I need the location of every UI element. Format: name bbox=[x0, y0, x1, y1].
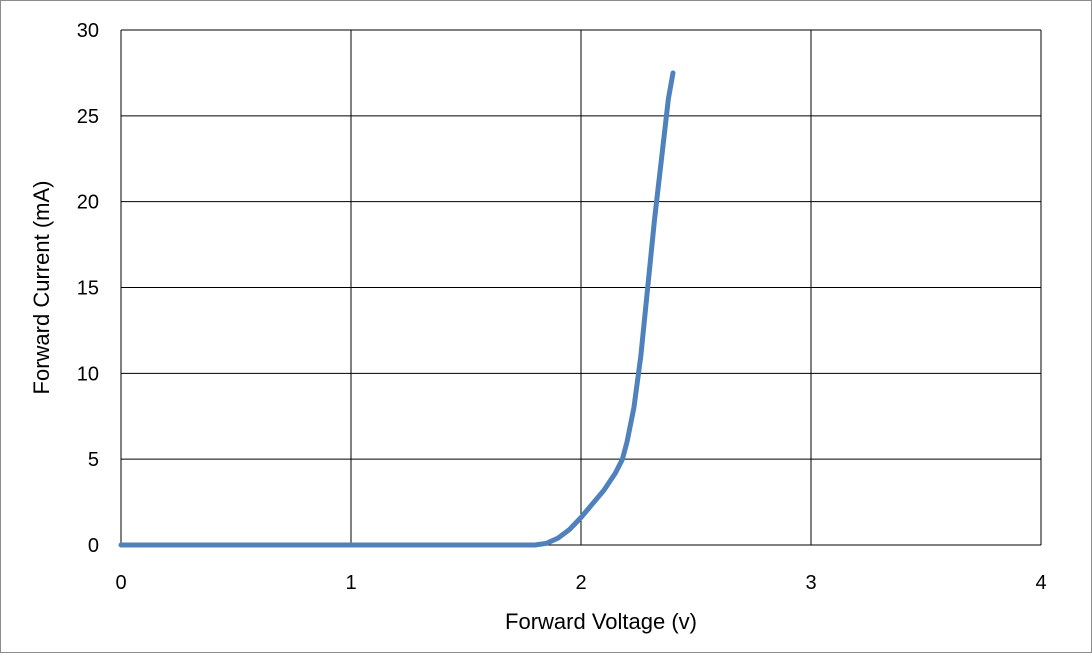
y-tick-label: 15 bbox=[77, 278, 99, 300]
x-tick-label: 3 bbox=[805, 572, 816, 594]
x-tick-label: 2 bbox=[575, 572, 586, 594]
tick-labels: 0 1 2 3 4 0 5 10 15 20 25 30 bbox=[77, 20, 1047, 594]
y-axis-title: Forward Current (mA) bbox=[29, 181, 54, 395]
y-tick-label: 0 bbox=[88, 535, 99, 557]
series-line bbox=[118, 70, 676, 548]
gridlines bbox=[120, 29, 1042, 546]
x-axis-title: Forward Voltage (v) bbox=[505, 609, 697, 634]
x-tick-label: 1 bbox=[345, 572, 356, 594]
series-layer bbox=[118, 70, 676, 548]
y-tick-label: 25 bbox=[77, 106, 99, 128]
y-tick-label: 20 bbox=[77, 192, 99, 214]
y-tick-label: 10 bbox=[77, 363, 99, 385]
x-tick-label: 4 bbox=[1035, 572, 1046, 594]
x-tick-label: 0 bbox=[115, 572, 126, 594]
y-tick-label: 5 bbox=[88, 449, 99, 471]
y-tick-label: 30 bbox=[77, 20, 99, 42]
